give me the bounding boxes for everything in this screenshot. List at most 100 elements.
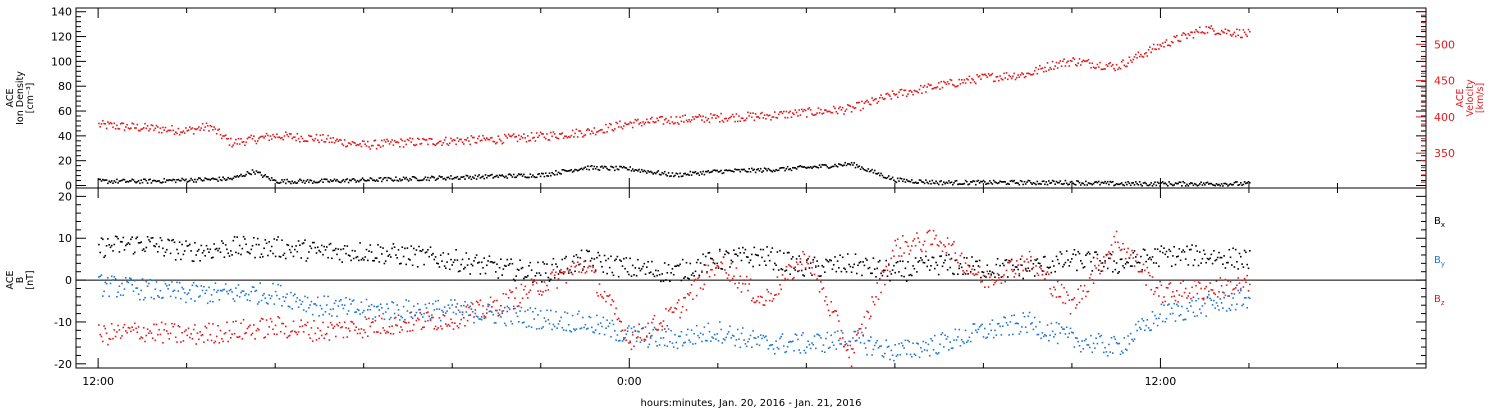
by-point bbox=[640, 327, 643, 330]
by-point bbox=[798, 349, 800, 351]
by-point bbox=[388, 318, 391, 321]
y-axis-title: ACE B [nT] bbox=[5, 270, 36, 289]
velocity-point bbox=[1110, 65, 1113, 67]
bx-point bbox=[139, 242, 141, 244]
bz-point bbox=[235, 320, 237, 322]
bz-point bbox=[433, 328, 436, 330]
velocity-point bbox=[442, 142, 445, 144]
bz-point bbox=[431, 316, 433, 319]
bz-point bbox=[798, 269, 800, 272]
bx-point bbox=[1040, 265, 1042, 267]
by-point bbox=[212, 300, 214, 303]
bz-point bbox=[391, 325, 393, 327]
density-point bbox=[612, 166, 615, 169]
velocity-point bbox=[584, 134, 587, 136]
velocity-point bbox=[1024, 75, 1027, 78]
velocity-point bbox=[689, 120, 692, 123]
bz-point bbox=[422, 326, 424, 329]
by-point bbox=[356, 308, 359, 311]
axis-labels: hours:minutes, Jan. 20, 2016 - Jan. 21, … bbox=[5, 6, 1486, 409]
bx-point bbox=[173, 241, 176, 244]
density-point bbox=[273, 179, 276, 181]
density-point bbox=[1110, 181, 1113, 184]
bz-point bbox=[684, 296, 686, 299]
bz-point bbox=[370, 321, 373, 324]
by-point bbox=[1048, 339, 1050, 342]
bx-point bbox=[314, 246, 317, 249]
bz-point bbox=[1163, 296, 1165, 298]
by-point bbox=[802, 332, 804, 334]
bx-point bbox=[660, 280, 662, 283]
bz-point bbox=[99, 333, 101, 336]
density-point bbox=[404, 178, 406, 180]
bz-point bbox=[977, 271, 980, 273]
bz-point bbox=[527, 297, 529, 299]
velocity-point bbox=[588, 129, 590, 131]
by-point bbox=[702, 333, 704, 336]
bx-point bbox=[438, 266, 441, 268]
velocity-point bbox=[413, 144, 415, 146]
bz-point bbox=[346, 336, 349, 338]
velocity-point bbox=[1142, 56, 1145, 58]
density-point bbox=[712, 169, 715, 172]
density-point bbox=[123, 178, 126, 181]
density-point bbox=[489, 174, 492, 176]
velocity-point bbox=[1027, 72, 1030, 75]
by-point bbox=[1036, 333, 1039, 336]
by-point bbox=[949, 341, 951, 343]
velocity-point bbox=[479, 140, 482, 142]
bz-point bbox=[1120, 248, 1123, 251]
density-point bbox=[506, 177, 509, 179]
bx-point bbox=[1138, 262, 1141, 264]
by-point bbox=[109, 282, 112, 285]
bx-point bbox=[792, 256, 794, 258]
bx-point bbox=[986, 264, 989, 266]
bx-point bbox=[727, 252, 730, 255]
density-point bbox=[400, 179, 402, 182]
density-point bbox=[468, 177, 470, 179]
velocity-point bbox=[850, 111, 853, 113]
density-point bbox=[146, 182, 149, 184]
bz-point bbox=[704, 264, 707, 266]
bx-point bbox=[926, 265, 928, 268]
density-point bbox=[302, 179, 305, 182]
bz-point bbox=[1151, 276, 1154, 278]
bz-point bbox=[872, 300, 875, 303]
density-point bbox=[908, 180, 910, 183]
velocity-point bbox=[247, 136, 250, 139]
bx-point bbox=[751, 253, 753, 256]
bz-point bbox=[940, 242, 942, 244]
density-point bbox=[1062, 183, 1064, 186]
bz-point bbox=[1023, 260, 1026, 263]
by-point bbox=[624, 337, 626, 339]
density-point bbox=[936, 182, 939, 184]
density-point bbox=[241, 175, 244, 178]
by-point bbox=[349, 298, 351, 301]
velocity-point bbox=[575, 128, 578, 131]
by-point bbox=[1068, 332, 1071, 335]
by-point bbox=[836, 330, 839, 332]
by-point bbox=[273, 303, 276, 305]
by-point bbox=[382, 312, 384, 315]
bx-point bbox=[1187, 264, 1190, 266]
by-point bbox=[1151, 311, 1154, 313]
bx-point bbox=[159, 237, 162, 239]
bz-point bbox=[742, 282, 744, 285]
by-point bbox=[561, 326, 564, 329]
velocity-point bbox=[744, 119, 747, 121]
bx-point bbox=[601, 265, 603, 268]
bx-point bbox=[265, 242, 268, 245]
bz-point bbox=[621, 329, 624, 332]
bz-point bbox=[608, 294, 611, 296]
velocity-point bbox=[553, 133, 556, 135]
by-point bbox=[1183, 318, 1186, 321]
bz-point bbox=[491, 306, 493, 308]
velocity-point bbox=[941, 86, 944, 89]
by-point bbox=[707, 322, 710, 325]
density-point bbox=[1071, 180, 1073, 183]
bx-point bbox=[1059, 251, 1062, 253]
by-point bbox=[1087, 344, 1090, 346]
bx-point bbox=[900, 275, 903, 277]
by-point bbox=[527, 309, 529, 311]
by-point bbox=[1073, 346, 1076, 348]
